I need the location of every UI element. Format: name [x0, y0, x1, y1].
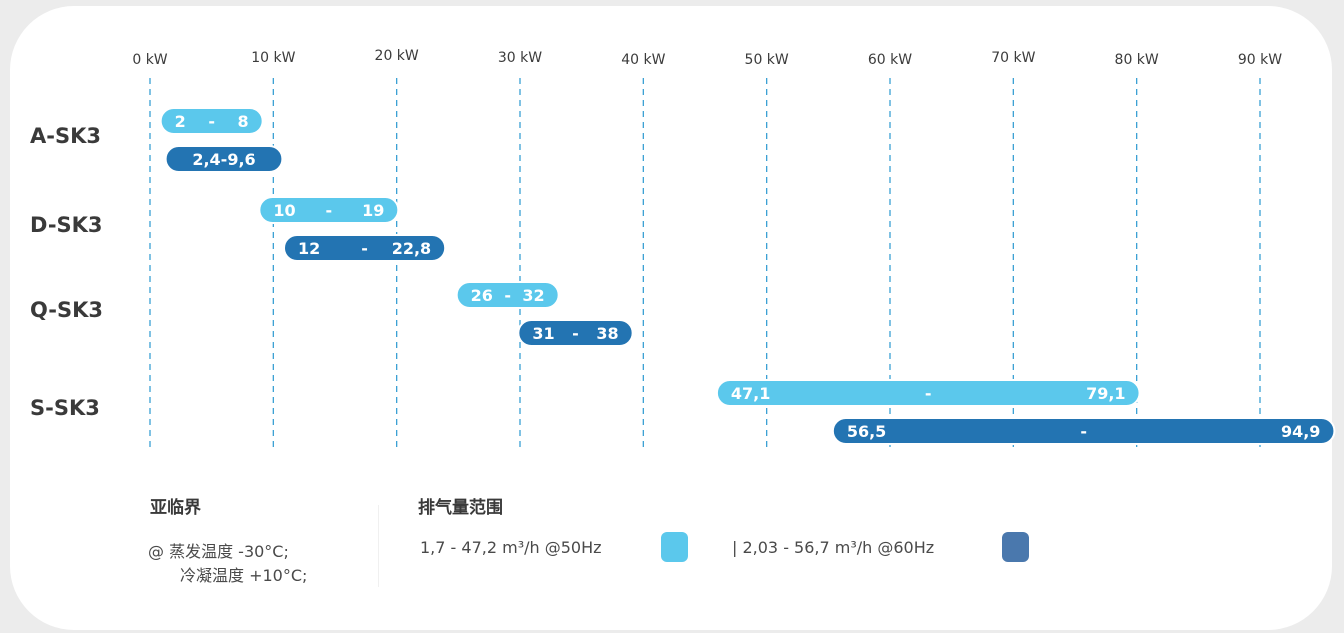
range-bar: [517, 319, 634, 347]
legend-swatch-50hz: [661, 532, 688, 562]
bar-label-dash: -: [208, 112, 215, 131]
x-tick-label: 40 kW: [621, 52, 665, 68]
bar-label-start: 10: [273, 201, 295, 220]
bar-label-end: 8: [238, 112, 249, 131]
bar-label-end: 22,8: [392, 239, 431, 258]
bar-label-dash: -: [572, 324, 579, 343]
range-bar: [258, 196, 400, 224]
row-label: Q-SK3: [30, 298, 103, 322]
bar-label-start: 2: [175, 112, 186, 131]
row-label: A-SK3: [30, 124, 101, 148]
legend-conditions: 亚临界: [150, 493, 201, 518]
range-bar: [164, 145, 284, 173]
x-tick-label: 10 kW: [251, 50, 295, 66]
range-bar: [715, 379, 1141, 407]
x-tick-label: 20 kW: [375, 48, 419, 64]
x-tick-label: 60 kW: [868, 52, 912, 68]
legend-conditions-line-1: @ 蒸发温度 -30°C;: [148, 542, 289, 561]
x-tick-label: 0 kW: [132, 52, 167, 68]
legend-conditions-line-2: 冷凝温度 +10°C;: [180, 566, 308, 585]
legend-conditions-title: 亚临界: [150, 498, 201, 518]
bar-label: 2,4-9,6: [192, 150, 255, 169]
x-tick-label: 30 kW: [498, 50, 542, 66]
range-bar: [283, 234, 447, 262]
legend-item-50hz: 1,7 - 47,2 m³/h @50Hz: [420, 538, 602, 557]
bar-label-start: 26: [471, 286, 493, 305]
bar-label-dash: -: [925, 384, 932, 403]
x-tick-label: 80 kW: [1115, 52, 1159, 68]
bar-label-start: 31: [532, 324, 554, 343]
legend-divider: [378, 505, 379, 587]
bar-label-end: 79,1: [1086, 384, 1125, 403]
row-label: D-SK3: [30, 213, 103, 237]
bar-label-start: 12: [298, 239, 320, 258]
legend-swatch-60hz: [1002, 532, 1029, 562]
legend-displacement-title: 排气量范围: [418, 498, 503, 518]
legend-item-60hz: | 2,03 - 56,7 m³/h @60Hz: [732, 538, 935, 557]
bar-label-start: 47,1: [731, 384, 770, 403]
bar-label-end: 32: [522, 286, 544, 305]
range-bar: [455, 281, 560, 309]
bar-label-end: 38: [596, 324, 618, 343]
bar-label-start: 56,5: [847, 422, 886, 441]
bar-label-end: 19: [362, 201, 384, 220]
x-tick-label: 70 kW: [991, 50, 1035, 66]
row-label: S-SK3: [30, 396, 100, 420]
range-bar: [159, 107, 264, 135]
bar-label-dash: -: [361, 239, 368, 258]
bar-label-dash: -: [1080, 422, 1087, 441]
bar-label-dash: -: [326, 201, 333, 220]
x-tick-label: 50 kW: [745, 52, 789, 68]
bar-label-end: 94,9: [1281, 422, 1320, 441]
bar-label-dash: -: [504, 286, 511, 305]
x-tick-label: 90 kW: [1238, 52, 1282, 68]
range-bar: [831, 417, 1336, 445]
